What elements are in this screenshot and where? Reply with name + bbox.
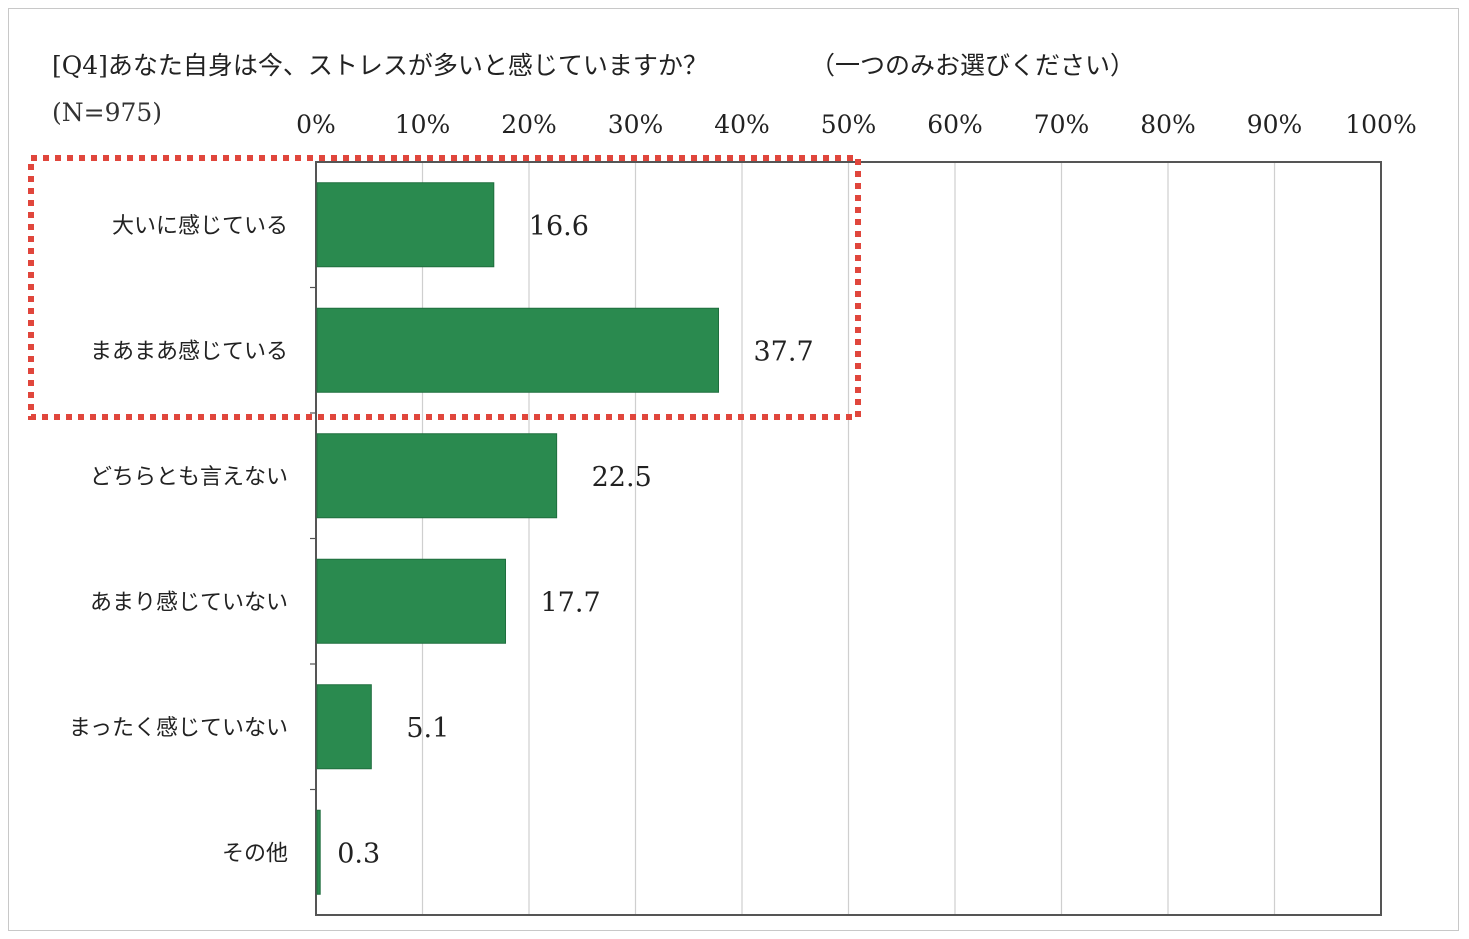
data-label: 17.7	[541, 587, 601, 618]
category-label: 大いに感じている	[112, 214, 288, 239]
chart-title: [Q4]あなた自身は今、ストレスが多いと感じていますか？	[52, 51, 708, 80]
category-label: その他	[222, 841, 288, 866]
x-tick-label: 80%	[1140, 110, 1196, 139]
bar	[316, 182, 495, 268]
highlight-rectangle	[28, 155, 861, 420]
data-label: 16.6	[529, 211, 589, 242]
x-tick-label: 20%	[501, 110, 557, 139]
chart-title-note: （一つのみお選びください）	[810, 51, 1135, 80]
x-tick-label: 30%	[608, 110, 664, 139]
category-label: どちらとも言えない	[90, 465, 288, 490]
bar	[316, 558, 507, 644]
gridlines	[310, 161, 1382, 916]
highlight-box	[28, 155, 861, 420]
sample-size-label: (N=975)	[52, 98, 162, 127]
x-tick-label: 60%	[927, 110, 983, 139]
data-label: 5.1	[406, 713, 449, 744]
data-label: 37.7	[754, 336, 814, 367]
bar	[316, 307, 720, 393]
x-tick-label: 90%	[1247, 110, 1303, 139]
bars	[316, 182, 720, 895]
x-tick-label: 70%	[1034, 110, 1090, 139]
chart-frame	[8, 8, 1459, 931]
x-tick-label: 50%	[821, 110, 877, 139]
bar	[316, 809, 321, 895]
category-label: まあまあ感じている	[90, 339, 288, 364]
x-tick-label: 40%	[714, 110, 770, 139]
category-label: あまり感じていない	[90, 590, 288, 615]
data-label: 22.5	[592, 462, 652, 493]
category-label: まったく感じていない	[69, 716, 288, 741]
x-tick-label: 100%	[1345, 110, 1416, 139]
x-tick-label: 0%	[296, 110, 336, 139]
value-labels: 16.6 37.7 22.5 17.7 5.1 0.3	[337, 211, 813, 870]
bar	[316, 684, 372, 770]
x-tick-label: 10%	[395, 110, 451, 139]
bar	[316, 433, 558, 519]
data-label: 0.3	[337, 838, 380, 869]
x-axis-ticks: 0% 10% 20% 30% 40% 50% 60% 70% 80% 90% 100%	[296, 110, 1417, 139]
category-labels: 大いに感じているまあまあ感じているどちらとも言えないあまり感じていないまったく感…	[69, 214, 288, 867]
